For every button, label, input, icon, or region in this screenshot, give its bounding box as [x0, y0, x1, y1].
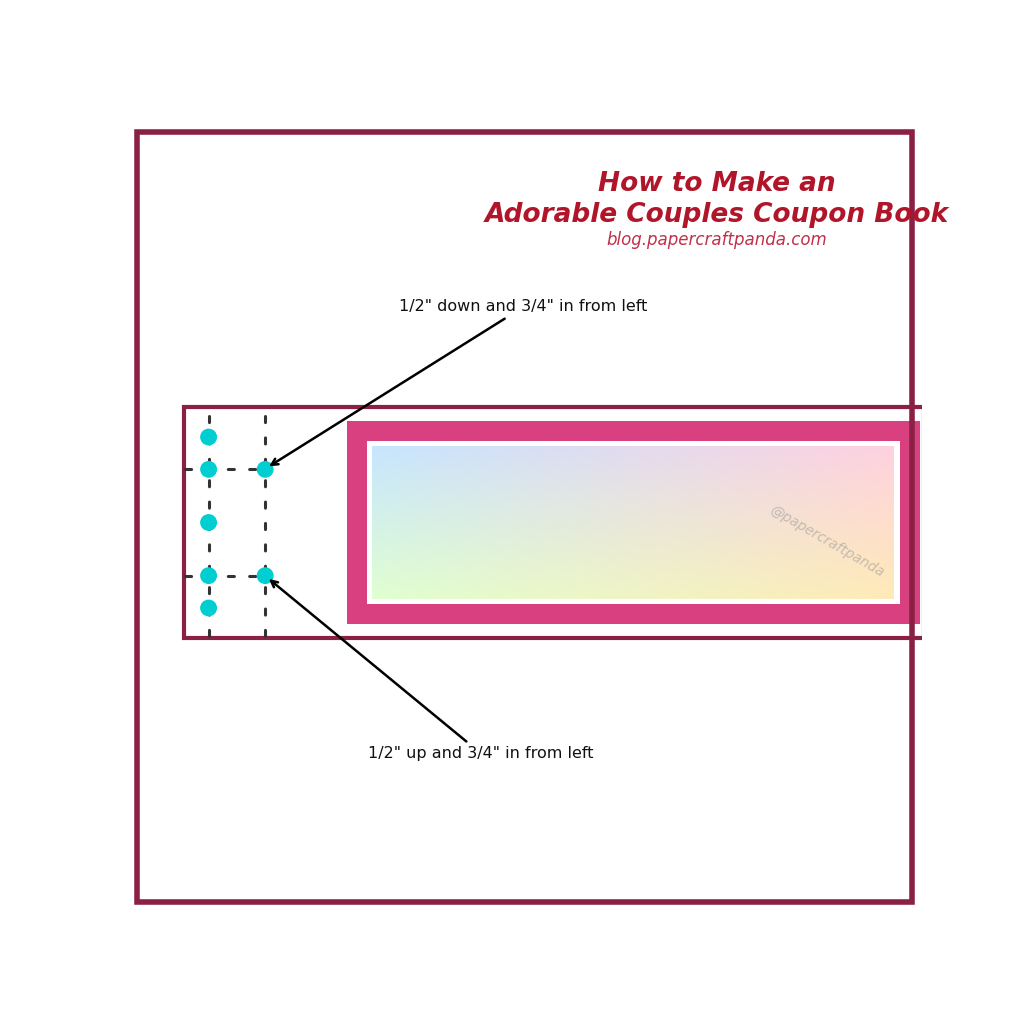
Text: 1/2" down and 3/4" in from left: 1/2" down and 3/4" in from left — [271, 299, 647, 465]
Circle shape — [201, 429, 216, 444]
Circle shape — [257, 568, 273, 584]
Text: Adorable Couples Coupon Book: Adorable Couples Coupon Book — [485, 202, 949, 227]
Text: blog.papercraftpanda.com: blog.papercraftpanda.com — [606, 231, 827, 249]
Bar — [183, 407, 924, 638]
Bar — [347, 421, 920, 625]
Circle shape — [257, 462, 273, 477]
Circle shape — [201, 600, 216, 615]
Circle shape — [201, 515, 216, 530]
Text: How to Make an: How to Make an — [598, 171, 836, 197]
Text: 1/2" up and 3/4" in from left: 1/2" up and 3/4" in from left — [271, 581, 594, 761]
Circle shape — [201, 568, 216, 584]
Text: @papercraftpanda: @papercraftpanda — [767, 503, 887, 580]
Bar — [367, 441, 900, 604]
Circle shape — [201, 462, 216, 477]
